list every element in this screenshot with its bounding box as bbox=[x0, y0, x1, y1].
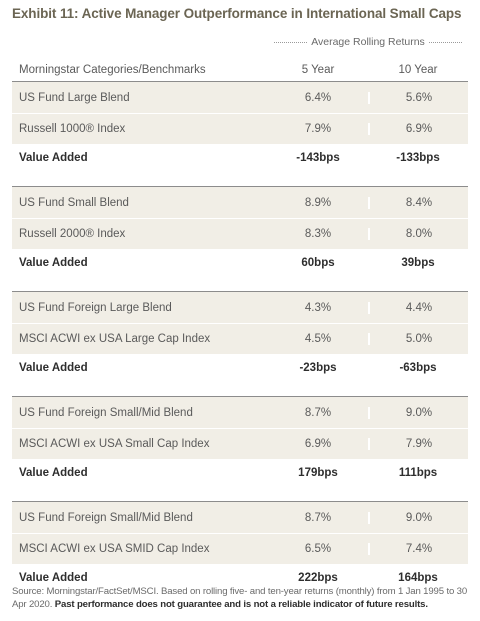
row-10-year-value: 7.9% bbox=[368, 438, 468, 450]
group-spacer bbox=[12, 276, 468, 291]
disclaimer-text: Past performance does not guarantee and … bbox=[54, 599, 428, 610]
column-header-10-year: 10 Year bbox=[398, 64, 438, 76]
source-text: Source: Morningstar/FactSet/MSCI. Based … bbox=[12, 586, 468, 610]
row-10-year-value: 9.0% bbox=[368, 406, 468, 419]
row-10-year-value: 8.4% bbox=[368, 196, 468, 209]
value-added-label: Value Added bbox=[19, 151, 88, 164]
row-label: Russell 1000® Index bbox=[19, 123, 126, 135]
value-added-10-year: -133bps bbox=[396, 151, 440, 164]
row-label: US Fund Large Blend bbox=[19, 91, 130, 104]
value-added-5-year: 222bps bbox=[298, 571, 338, 584]
row-5-year-value: 8.9% bbox=[304, 196, 332, 209]
group-header: Average Rolling Returns bbox=[270, 36, 466, 48]
table-row: MSCI ACWI ex USA Small Cap Index 6.9% 7.9% bbox=[12, 428, 468, 459]
table-row: US Fund Small Blend 8.9% 8.4% bbox=[12, 187, 468, 218]
row-5-year-value: 8.7% bbox=[304, 406, 332, 419]
column-header-row: Morningstar Categories/Benchmarks 5 Year… bbox=[12, 60, 468, 80]
table-row: MSCI ACWI ex USA SMID Cap Index 6.5% 7.4% bbox=[12, 533, 468, 564]
exhibit-title: Exhibit 11: Active Manager Outperformanc… bbox=[12, 6, 462, 21]
row-5-year-value: 7.9% bbox=[304, 123, 332, 135]
row-label: MSCI ACWI ex USA Large Cap Index bbox=[19, 333, 211, 345]
value-added-5-year: 179bps bbox=[298, 466, 338, 479]
value-added-label: Value Added bbox=[19, 361, 88, 374]
value-added-row: Value Added 179bps 111bps bbox=[12, 459, 468, 486]
value-added-label: Value Added bbox=[19, 571, 88, 584]
column-header-5-year: 5 Year bbox=[301, 64, 335, 76]
value-added-5-year: -23bps bbox=[299, 361, 337, 374]
table-row: MSCI ACWI ex USA Large Cap Index 4.5% 5.0% bbox=[12, 323, 468, 354]
row-label: Russell 2000® Index bbox=[19, 228, 126, 240]
row-10-year-value: 4.4% bbox=[368, 301, 468, 314]
group-divider bbox=[12, 501, 468, 502]
group-divider bbox=[12, 396, 468, 397]
table-row: Russell 1000® Index 7.9% 6.9% bbox=[12, 113, 468, 144]
column-header-label: Morningstar Categories/Benchmarks bbox=[19, 64, 206, 76]
row-10-year-value: 5.6% bbox=[368, 91, 468, 104]
row-5-year-value: 6.4% bbox=[304, 91, 332, 104]
row-5-year-value: 4.5% bbox=[304, 333, 332, 345]
value-added-row: Value Added 222bps 164bps bbox=[12, 564, 468, 591]
value-added-label: Value Added bbox=[19, 466, 88, 479]
value-added-label: Value Added bbox=[19, 256, 88, 269]
value-added-5-year: -143bps bbox=[296, 151, 340, 164]
value-added-10-year: 39bps bbox=[401, 256, 435, 269]
table-row: Russell 2000® Index 8.3% 8.0% bbox=[12, 218, 468, 249]
value-added-row: Value Added -23bps -63bps bbox=[12, 354, 468, 381]
dotted-rule-left bbox=[274, 41, 308, 43]
table-row: US Fund Foreign Large Blend 4.3% 4.4% bbox=[12, 292, 468, 323]
row-label: MSCI ACWI ex USA SMID Cap Index bbox=[19, 543, 210, 555]
row-10-year-value: 7.4% bbox=[368, 543, 468, 555]
group-divider bbox=[12, 186, 468, 187]
row-label: US Fund Small Blend bbox=[19, 196, 129, 209]
row-label: US Fund Foreign Small/Mid Blend bbox=[19, 511, 193, 524]
value-added-10-year: 111bps bbox=[398, 466, 438, 479]
table-row: US Fund Large Blend 6.4% 5.6% bbox=[12, 82, 468, 113]
value-added-5-year: 60bps bbox=[301, 256, 335, 269]
group-header-label: Average Rolling Returns bbox=[311, 36, 425, 48]
value-added-10-year: 164bps bbox=[398, 571, 438, 584]
row-5-year-value: 8.3% bbox=[304, 228, 332, 240]
value-added-10-year: -63bps bbox=[399, 361, 437, 374]
row-label: US Fund Foreign Small/Mid Blend bbox=[19, 406, 193, 419]
returns-table: US Fund Large Blend 6.4% 5.6% Russell 1000®… bbox=[12, 81, 468, 591]
table-row: US Fund Foreign Small/Mid Blend 8.7% 9.0% bbox=[12, 397, 468, 428]
row-label: MSCI ACWI ex USA Small Cap Index bbox=[19, 438, 210, 450]
row-5-year-value: 6.9% bbox=[304, 438, 332, 450]
table-row: US Fund Foreign Small/Mid Blend 8.7% 9.0% bbox=[12, 502, 468, 533]
row-5-year-value: 4.3% bbox=[304, 301, 332, 314]
row-5-year-value: 8.7% bbox=[304, 511, 332, 524]
row-10-year-value: 6.9% bbox=[368, 123, 468, 135]
row-5-year-value: 6.5% bbox=[304, 543, 332, 555]
value-added-row: Value Added 60bps 39bps bbox=[12, 249, 468, 276]
group-spacer bbox=[12, 486, 468, 501]
row-10-year-value: 9.0% bbox=[368, 511, 468, 524]
source-note: Source: Morningstar/FactSet/MSCI. Based … bbox=[12, 585, 472, 611]
group-divider bbox=[12, 81, 468, 82]
row-10-year-value: 8.0% bbox=[368, 228, 468, 240]
group-divider bbox=[12, 291, 468, 292]
group-spacer bbox=[12, 381, 468, 396]
row-10-year-value: 5.0% bbox=[368, 333, 468, 345]
dotted-rule-right bbox=[428, 41, 462, 43]
value-added-row: Value Added -143bps -133bps bbox=[12, 144, 468, 171]
row-label: US Fund Foreign Large Blend bbox=[19, 301, 172, 314]
group-spacer bbox=[12, 171, 468, 186]
